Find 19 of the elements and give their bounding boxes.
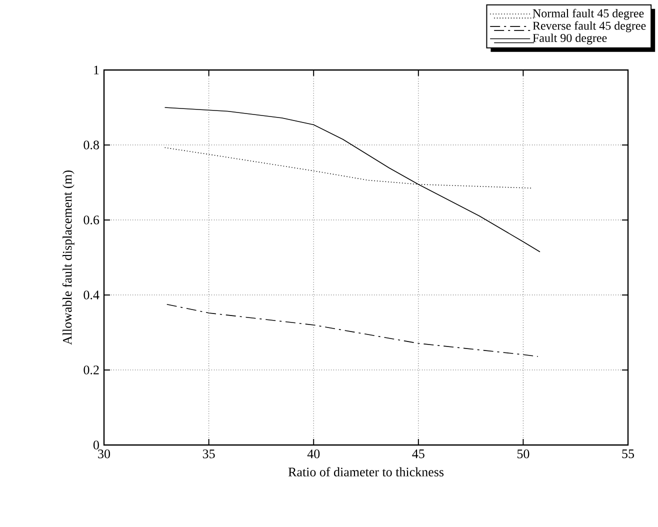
x-tick-label: 55 xyxy=(622,450,634,458)
y-axis-title: Allowable fault displacement (m) xyxy=(62,170,74,345)
y-tick-label: 0.4 xyxy=(84,290,100,300)
x-tick-label: 35 xyxy=(202,450,215,458)
x-tick-label: 50 xyxy=(517,450,530,458)
x-tick-label: 40 xyxy=(307,450,320,458)
y-tick-label: 0.6 xyxy=(84,216,100,224)
legend-label: Reverse fault 45 degree xyxy=(532,21,646,32)
x-tick-label: 30 xyxy=(98,450,110,458)
x-axis-title: Ratio of diameter to thickness xyxy=(288,467,444,476)
legend-label: Fault 90 degree xyxy=(532,34,607,45)
y-tick-label: 0.2 xyxy=(84,366,99,374)
x-tick-label: 45 xyxy=(412,450,424,458)
legend-label: Normal fault 45 degree xyxy=(532,8,644,20)
line-series xyxy=(164,107,540,252)
line-series xyxy=(166,304,538,357)
y-tick-label: 1 xyxy=(94,66,99,74)
y-tick-label: 0 xyxy=(93,440,99,450)
y-tick-label: 0.8 xyxy=(84,140,99,150)
